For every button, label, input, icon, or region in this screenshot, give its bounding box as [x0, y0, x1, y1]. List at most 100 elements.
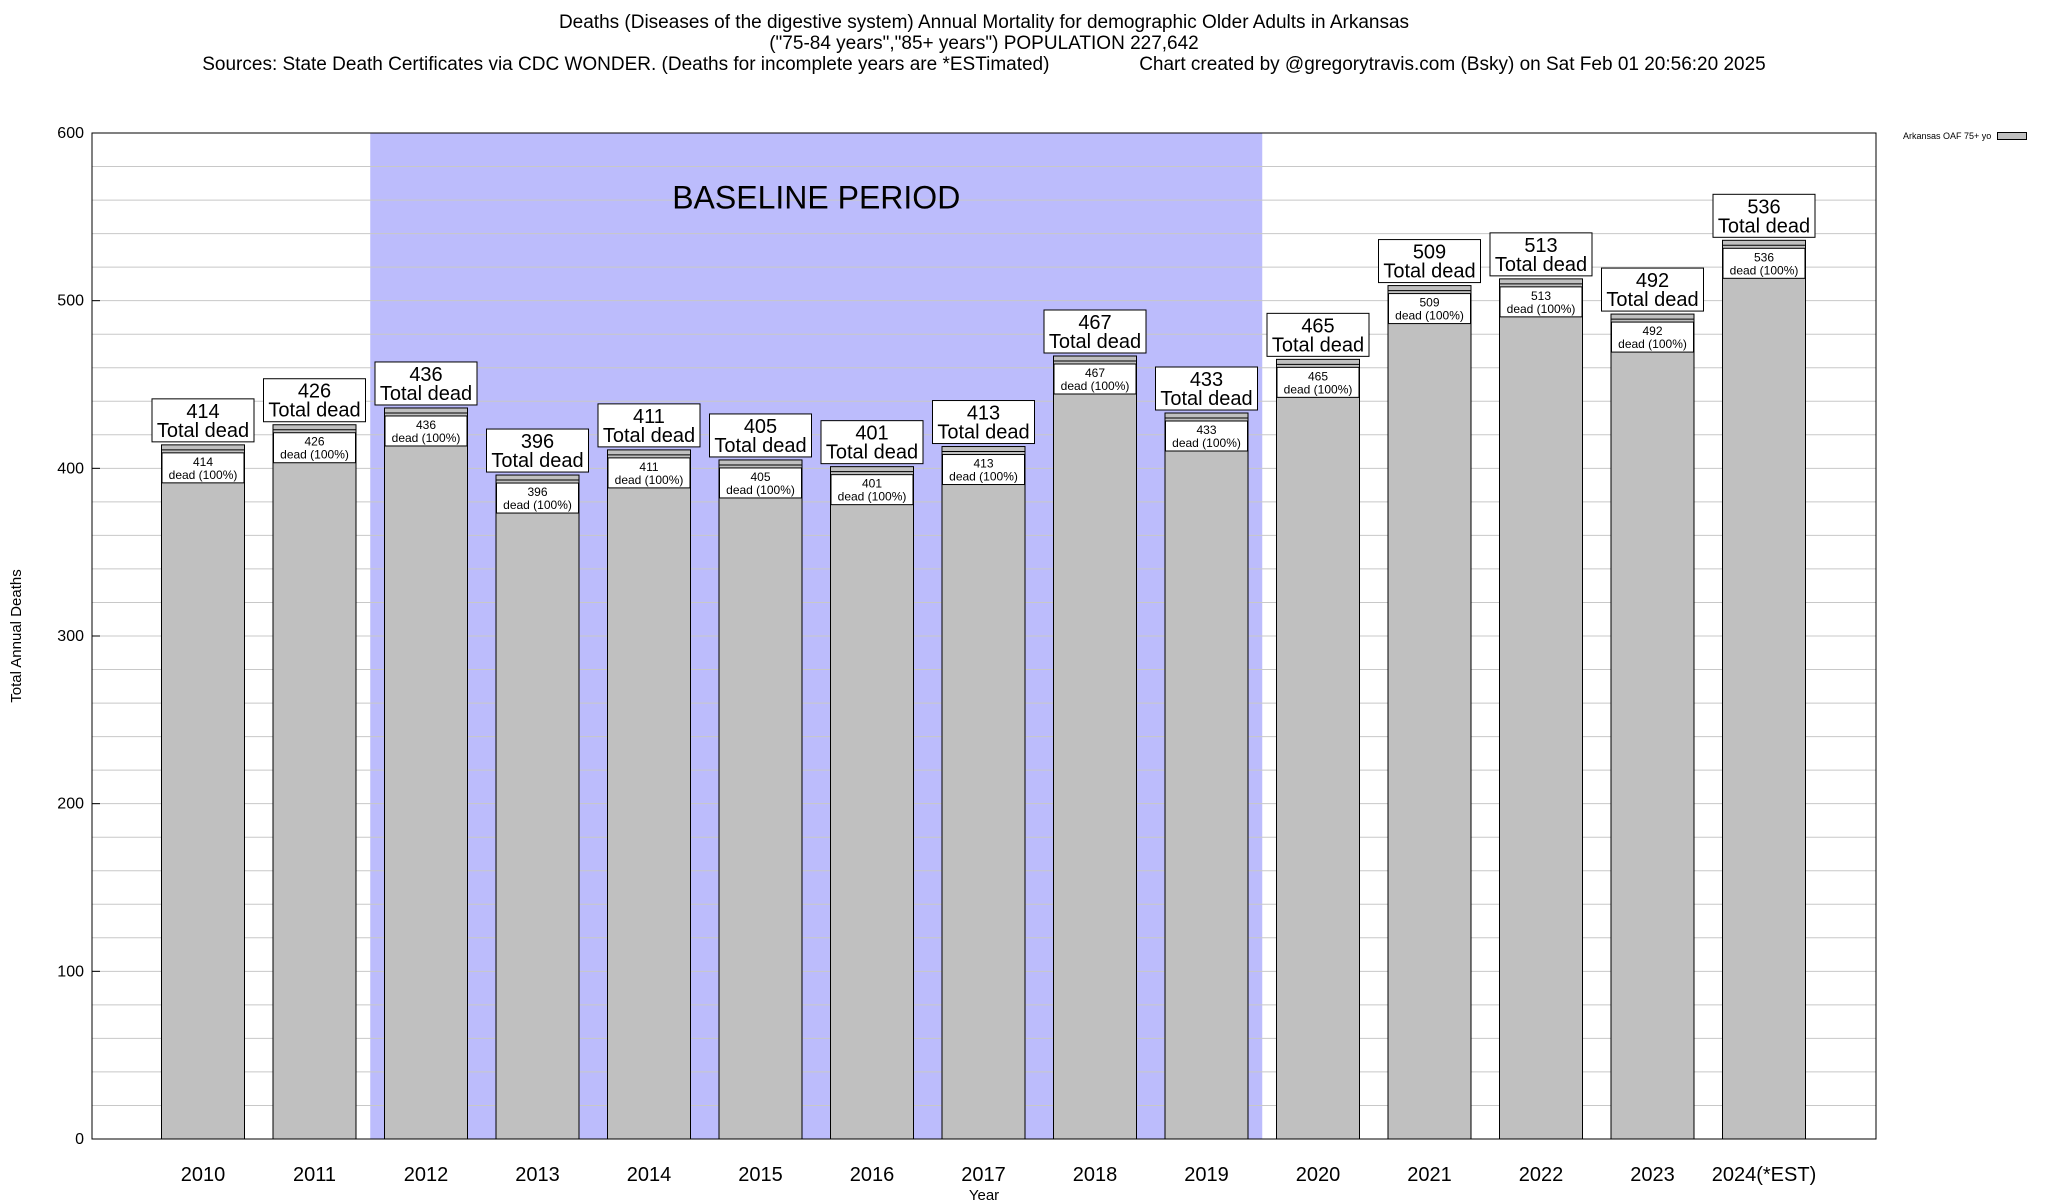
total-label-box	[1043, 309, 1147, 354]
total-label-suffix: Total dead	[1272, 334, 1364, 356]
total-label-box	[263, 378, 366, 423]
bar	[718, 459, 803, 1140]
x-tick-label: 2015	[738, 1164, 783, 1186]
total-label-box	[486, 428, 589, 473]
inner-label-suffix: dead (100%)	[1172, 436, 1241, 450]
inner-label-suffix: dead (100%)	[280, 448, 349, 462]
total-label-suffix: Total dead	[1495, 254, 1587, 276]
inner-label-box	[607, 457, 691, 489]
total-label-suffix: Total dead	[491, 450, 583, 472]
inner-label-suffix: dead (100%)	[503, 498, 572, 512]
total-label-suffix: Total dead	[826, 442, 918, 464]
bar	[1053, 355, 1137, 1140]
total-label-value: 492	[1636, 270, 1669, 292]
total-label-value: 401	[855, 423, 888, 445]
total-label-suffix: Total dead	[1383, 261, 1475, 283]
bar	[1276, 358, 1360, 1140]
total-label-box	[820, 420, 924, 465]
inner-label-box	[496, 482, 579, 514]
total-label-suffix: Total dead	[1718, 215, 1810, 237]
inner-label-suffix: dead (100%)	[1730, 263, 1799, 277]
total-label-value: 413	[967, 403, 1000, 425]
inner-label-suffix: dead (100%)	[949, 470, 1018, 484]
inner-label-suffix: dead (100%)	[615, 473, 684, 487]
inner-label-value: 414	[193, 455, 213, 469]
inner-label-suffix: dead (100%)	[1618, 337, 1687, 351]
x-tick-label: 2023	[1630, 1164, 1675, 1186]
total-label-value: 411	[633, 406, 665, 428]
inner-label-value: 465	[1308, 369, 1328, 383]
y-tick-label: 100	[57, 963, 84, 980]
total-label-value: 467	[1078, 312, 1111, 334]
inner-label-box	[719, 467, 802, 499]
total-label-value: 396	[521, 431, 554, 453]
total-label-box	[709, 413, 812, 458]
x-tick-label: 2016	[850, 1164, 895, 1186]
total-label-suffix: Total dead	[268, 400, 360, 422]
x-tick-label: 2018	[1073, 1164, 1118, 1186]
inner-label-value: 536	[1754, 250, 1774, 264]
total-label-suffix: Total dead	[603, 425, 695, 447]
inner-label-suffix: dead (100%)	[1507, 302, 1576, 316]
inner-label-box	[830, 474, 914, 506]
x-tick-label: 2022	[1519, 1164, 1564, 1186]
inner-label-value: 426	[304, 435, 324, 449]
total-label-value: 414	[186, 401, 219, 423]
inner-label-box	[1276, 366, 1360, 398]
x-tick-label: 2024(*EST)	[1712, 1164, 1817, 1186]
inner-label-box	[1053, 363, 1137, 395]
chart-subtitle: ("75-84 years","85+ years") POPULATION 2…	[769, 33, 1199, 54]
legend: Arkansas OAF 75+ yo	[1903, 131, 2028, 141]
legend-label: Arkansas OAF 75+ yo	[1903, 131, 1992, 141]
x-tick-label: 2017	[961, 1164, 1006, 1186]
y-tick-label: 500	[57, 293, 84, 310]
total-label-suffix: Total dead	[1049, 331, 1141, 353]
inner-label-value: 509	[1419, 296, 1439, 310]
total-label-box	[1378, 239, 1481, 284]
chart-source-note: Sources: State Death Certificates via CD…	[202, 54, 1766, 75]
total-label-value: 513	[1524, 235, 1557, 257]
total-label-box	[1155, 366, 1258, 411]
x-tick-label: 2013	[515, 1164, 560, 1186]
bar	[384, 407, 468, 1140]
inner-label-box	[273, 432, 356, 464]
bar	[941, 446, 1026, 1140]
bar	[830, 466, 914, 1140]
y-tick-label: 400	[57, 460, 84, 477]
total-label-suffix: Total dead	[157, 420, 249, 442]
inner-label-value: 436	[416, 418, 436, 432]
inner-label-value: 467	[1085, 366, 1105, 380]
inner-label-value: 433	[1196, 423, 1216, 437]
total-label-suffix: Total dead	[1160, 388, 1252, 410]
inner-label-suffix: dead (100%)	[726, 483, 795, 497]
baseline-period-label: BASELINE PERIOD	[672, 180, 960, 216]
bar	[161, 444, 245, 1140]
total-label-suffix: Total dead	[380, 383, 472, 405]
total-label-value: 465	[1301, 315, 1334, 337]
total-label-box	[932, 400, 1035, 445]
inner-label-suffix: dead (100%)	[1395, 309, 1464, 323]
total-label-value: 426	[298, 381, 331, 403]
inner-label-box	[384, 415, 468, 447]
inner-label-value: 411	[639, 460, 658, 474]
inner-label-box	[161, 452, 245, 484]
inner-label-box	[1165, 420, 1248, 452]
y-tick-label: 600	[57, 125, 84, 142]
y-axis-label: Total Annual Deaths	[8, 569, 25, 702]
total-label-box	[374, 361, 478, 406]
x-tick-label: 2010	[181, 1164, 226, 1186]
x-tick-label: 2019	[1184, 1164, 1229, 1186]
inner-label-value: 396	[527, 485, 547, 499]
inner-label-suffix: dead (100%)	[838, 490, 907, 504]
bar	[272, 424, 357, 1140]
total-label-value: 509	[1413, 242, 1446, 264]
inner-label-suffix: dead (100%)	[392, 431, 461, 445]
chart-title-block: Deaths (Diseases of the digestive system…	[0, 12, 1968, 75]
total-label-suffix: Total dead	[937, 422, 1029, 444]
bar	[1499, 278, 1583, 1140]
bar	[1387, 285, 1472, 1140]
total-label-value: 433	[1190, 369, 1223, 391]
total-label-box	[1266, 312, 1370, 357]
total-label-suffix: Total dead	[1606, 289, 1698, 311]
inner-label-suffix: dead (100%)	[1284, 382, 1353, 396]
